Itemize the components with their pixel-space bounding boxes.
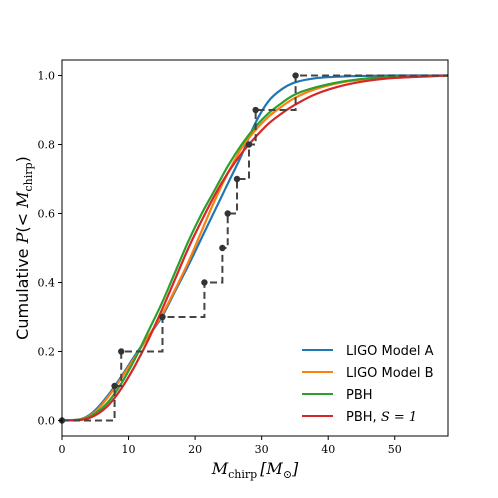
observed-point xyxy=(159,313,166,321)
x-tick-label: 40 xyxy=(321,443,335,456)
observed-point xyxy=(245,141,253,148)
x-axis-label: Mchirp [M⊙] xyxy=(211,459,299,481)
x-tick-label: 30 xyxy=(255,443,269,456)
curve-ligo-model-b xyxy=(61,74,449,422)
curve-pbh xyxy=(61,74,449,422)
observed-point xyxy=(233,175,241,183)
curve-pbh-s1 xyxy=(61,74,449,422)
plot-frame xyxy=(61,59,449,437)
y-tick-label: 0.0 xyxy=(38,414,56,427)
observed-point xyxy=(118,348,125,355)
y-tick-label: 0.6 xyxy=(38,208,56,221)
legend-label-ligo-b: LIGO Model B xyxy=(346,366,434,381)
y-tick-label: 1.0 xyxy=(38,70,56,83)
y-tick-label: 0.2 xyxy=(38,345,56,358)
legend-label-pbh: PBH xyxy=(346,388,373,403)
legend: LIGO Model A LIGO Model B PBH PBH, S = 1 xyxy=(302,344,434,425)
y-axis-label: Cumulative P(< Mchirp) xyxy=(13,156,35,340)
y-tick-label: 0.8 xyxy=(38,139,56,152)
observed-point xyxy=(111,382,118,390)
legend-label-pbh-s1: PBH, S = 1 xyxy=(346,410,417,425)
model-curves xyxy=(61,74,449,422)
x-tick-label: 10 xyxy=(122,443,136,456)
x-tick-label: 0 xyxy=(59,443,66,456)
observed-point xyxy=(252,106,259,114)
observed-point xyxy=(219,244,226,252)
y-tick-label: 0.4 xyxy=(38,276,56,289)
observed-point xyxy=(201,279,208,286)
y-axis-ticks: 0.0 0.2 0.4 0.6 0.8 1.0 xyxy=(38,70,62,427)
x-tick-label: 20 xyxy=(188,443,202,456)
x-tick-label: 50 xyxy=(388,443,402,456)
observed-point xyxy=(292,72,299,79)
x-axis-ticks: 0 10 20 30 40 50 xyxy=(59,436,402,456)
observed-point xyxy=(224,210,231,217)
legend-label-ligo-a: LIGO Model A xyxy=(346,344,434,359)
